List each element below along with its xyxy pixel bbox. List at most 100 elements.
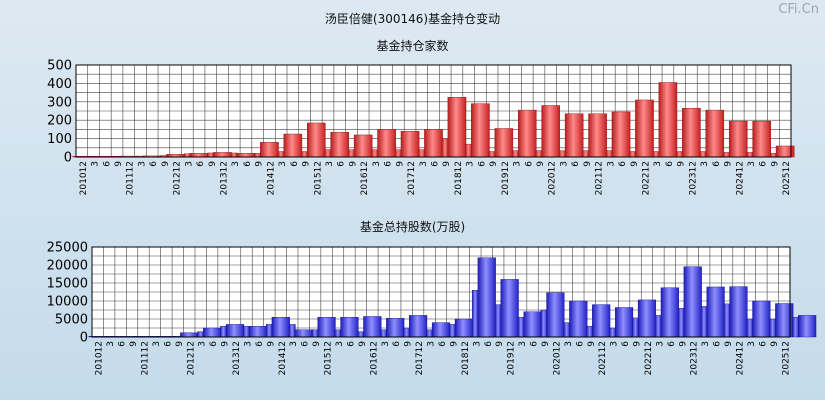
x-tick-label: 9 [489,161,499,167]
x-tick-label: 9 [724,161,734,167]
bar [197,331,205,338]
bar [676,151,684,158]
x-tick-label: 201012 [95,341,105,375]
bar [189,153,209,158]
x-tick-label: 3 [653,161,663,167]
bar [236,153,256,158]
bar [471,103,490,158]
bar [311,329,319,338]
bar [615,307,634,338]
bar [512,150,519,158]
bar [424,129,443,158]
x-tick-label: 3 [184,161,194,167]
bar [340,317,359,338]
x-tick-label: 6 [530,341,540,347]
x-tick-label: 6 [477,161,487,167]
bar [752,120,771,158]
x-tick-label: 3 [231,161,241,167]
bar [637,299,657,338]
bar [431,322,451,338]
bar [441,138,449,158]
x-tick-label: 202012 [548,161,558,195]
x-tick-label: 9 [536,161,546,167]
x-tick-label: 6 [758,341,768,347]
bar [260,142,279,158]
x-tick-label: 201412 [278,341,288,375]
x-tick-label: 6 [102,161,112,167]
x-tick-label: 6 [392,341,402,347]
x-tick-label: 3 [325,161,335,167]
bar [540,309,548,338]
x-tick-label: 202212 [641,161,651,195]
x-tick-label: 6 [712,161,722,167]
bar [277,151,285,158]
x-tick-label: 202512 [782,161,792,195]
page-title: 汤臣倍健(300146)基金持仓变动 [324,12,501,26]
x-tick-label: 3 [419,161,429,167]
x-tick-label: 9 [302,161,312,167]
x-tick-label: 3 [472,341,482,347]
bar [746,318,754,338]
bar [564,113,584,158]
x-tick-label: 6 [290,161,300,167]
x-tick-label: 6 [209,341,219,347]
bar [769,153,777,158]
bar [609,327,616,338]
bar [371,149,379,158]
x-tick-label: 9 [221,341,231,347]
bar [180,332,199,338]
x-tick-label: 9 [587,341,597,347]
x-tick-label: 201412 [266,161,276,195]
x-tick-label: 9 [312,341,322,347]
x-tick-label: 3 [289,341,299,347]
bar [449,324,456,338]
bar [500,279,519,338]
bar [652,151,660,158]
bar [523,311,542,338]
x-tick-label: 201612 [369,341,379,375]
bar [363,316,382,338]
chart1-title: 基金持仓家数 [376,39,449,53]
x-tick-label: 202112 [595,161,605,195]
y-tick-label: 200 [47,114,72,129]
x-tick-label: 6 [665,161,675,167]
x-tick-label: 3 [606,161,616,167]
x-tick-label: 3 [466,161,476,167]
bar [488,151,496,158]
bar [517,317,525,338]
bar [683,266,702,338]
bar [294,329,313,338]
bar [207,152,215,158]
x-tick-label: 6 [571,161,581,167]
x-tick-label: 6 [667,341,677,347]
x-tick-label: 202012 [552,341,562,375]
bar [271,317,290,338]
bar [723,303,731,338]
x-tick-label: 9 [583,161,593,167]
x-tick-label: 6 [618,161,628,167]
x-tick-label: 9 [255,161,265,167]
bar [353,134,373,158]
bar [220,326,227,338]
x-tick-label: 9 [348,161,358,167]
x-tick-label: 9 [175,341,185,347]
x-tick-label: 3 [747,341,757,347]
y-tick-label: 300 [47,95,72,110]
y-tick-label: 10000 [47,295,88,310]
x-tick-label: 6 [163,341,173,347]
x-tick-label: 6 [255,341,265,347]
y-tick-label: 15000 [47,277,88,292]
bar [377,129,396,158]
x-tick-label: 6 [337,161,347,167]
x-tick-label: 9 [495,341,505,347]
x-tick-label: 3 [427,341,437,347]
y-tick-label: 500 [47,59,72,74]
bar [426,329,433,338]
bar [629,151,637,158]
x-tick-label: 202312 [688,161,698,195]
bar [494,128,514,158]
x-tick-label: 9 [442,161,452,167]
bar [655,315,662,338]
bar [409,315,428,338]
